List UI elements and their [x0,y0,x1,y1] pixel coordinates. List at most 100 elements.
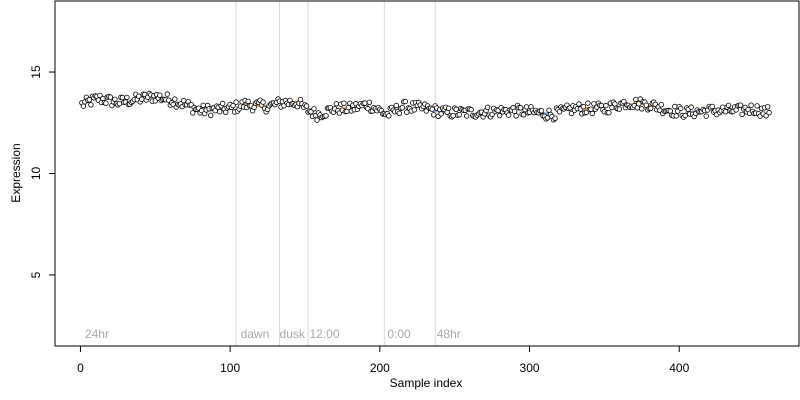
data-point [616,106,623,112]
data-point [233,99,239,105]
data-point [589,110,596,117]
data-point [107,94,114,100]
data-point [116,100,123,107]
annotation-label-2: dusk [280,327,306,341]
data-point [643,102,649,108]
y-tick-label: 10 [29,167,43,181]
data-point [402,98,408,105]
time-annotations: 24hr dawn dusk 12:00 0:00 48hr [85,327,461,341]
annotation-label-1: dawn [241,327,270,341]
data-point [103,100,109,106]
x-axis-title: Sample index [390,376,463,390]
data-point [139,96,145,102]
data-point [453,106,459,112]
data-point [303,103,310,109]
data-point [245,98,251,105]
data-point [688,104,694,110]
y-axis: 5 10 15 [29,65,56,278]
data-point [164,91,170,97]
data-point [725,102,732,109]
data-point [314,117,320,123]
data-point [323,113,329,119]
data-point [754,103,760,109]
data-point [636,100,642,107]
data-point [396,110,402,116]
data-point [748,102,754,108]
data-point [393,102,399,109]
data-point [399,104,405,111]
x-axis: 0 100 200 300 400 [77,345,690,375]
data-point [763,113,769,119]
data-point [603,102,609,109]
data-point [468,106,474,113]
data-point [505,112,512,118]
data-point [764,104,771,110]
data-point [496,112,503,119]
data-point [172,96,178,102]
data-point [431,112,437,118]
data-point [520,112,527,118]
data-point [207,112,214,118]
data-point [703,113,709,119]
data-point [517,105,524,111]
data-point [189,110,196,116]
data-point [633,96,639,103]
data-point [119,94,126,101]
data-point [86,97,93,103]
data-point [438,111,444,117]
data-point [585,100,591,106]
data-point [556,108,563,115]
x-tick-label: 200 [370,361,390,375]
data-point [386,113,392,119]
time-dividers [235,1,436,346]
data-point [580,103,587,110]
data-point [333,101,340,107]
data-point [157,92,163,98]
data-point [658,101,664,108]
data-point [456,111,462,118]
data-point [737,102,744,108]
data-point [200,102,206,108]
data-point [648,105,654,111]
data-point [621,98,627,105]
x-tick-label: 0 [77,361,84,375]
data-point [576,101,582,107]
data-point [766,109,772,116]
annotation-label-0: 24hr [85,327,109,341]
data-point [682,112,688,119]
data-point [639,106,645,112]
data-point [598,102,605,109]
data-point [366,99,373,105]
data-point [216,108,223,115]
data-point [678,105,684,112]
data-point [446,105,452,111]
data-point [538,108,545,114]
annotation-label-3: 12:00 [309,327,339,341]
data-point [672,103,678,110]
data-point [311,106,317,112]
x-tick-label: 300 [520,361,540,375]
data-point [124,94,130,101]
data-point [606,109,612,116]
data-point [260,99,266,105]
data-point [411,107,417,113]
data-point [464,113,470,119]
data-point [673,113,679,119]
data-point [511,108,518,115]
data-point [739,111,745,118]
plot-frame [54,0,800,347]
x-tick-label: 400 [669,361,689,375]
data-point [709,103,715,110]
y-tick-label: 5 [29,271,43,278]
data-point [112,96,118,102]
data-points [79,90,772,123]
data-point [513,113,519,119]
data-point [88,102,94,108]
x-tick-label: 100 [220,361,240,375]
annotation-label-5: 48hr [437,327,461,341]
data-point [219,100,226,107]
annotation-label-4: 0:00 [387,327,411,341]
y-axis-title: Expression [9,143,23,202]
data-point [568,110,575,117]
